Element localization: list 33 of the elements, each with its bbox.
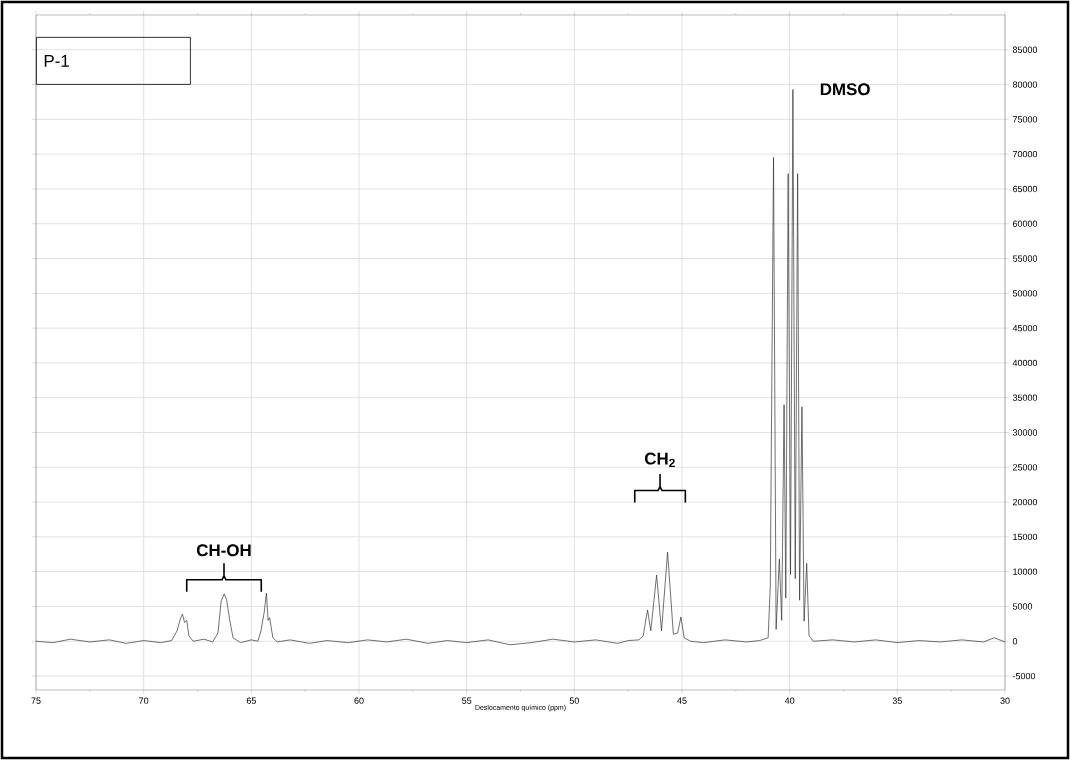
x-tick-label: 65: [246, 697, 256, 704]
x-tick-label: 50: [569, 697, 579, 704]
x-tick-label: 40: [784, 697, 795, 704]
y-tick-label: 85000: [1012, 46, 1038, 53]
x-tick-label: 45: [677, 697, 687, 704]
y-tick-label: 65000: [1012, 185, 1038, 193]
y-tick-label: 25000: [1012, 464, 1038, 471]
text: P-1: [44, 55, 69, 67]
y-tick-label: 50000: [1012, 290, 1038, 297]
y-tick-label: 40000: [1012, 359, 1038, 367]
x-tick-label: 70: [139, 697, 149, 704]
y-tick-label: 35000: [1012, 394, 1038, 401]
y-tick-label: 5000: [1012, 603, 1033, 610]
y-tick-label: 15000: [1013, 533, 1038, 541]
y-tick-label: 0: [1012, 638, 1018, 645]
x-tick-label: 75: [31, 697, 41, 704]
y-tick-label: 20000: [1012, 498, 1038, 506]
y-tick-label: 55000: [1012, 255, 1038, 262]
y-tick-label: 60000: [1012, 220, 1038, 227]
y-tick-label: 45000: [1012, 324, 1038, 332]
y-tick-label: 30000: [1012, 429, 1038, 436]
y-tick-label: 70000: [1012, 150, 1038, 158]
y-tick-label: 10000: [1013, 568, 1038, 575]
annotation: CH$_{2}$: [644, 452, 675, 468]
x-tick-label: 35: [892, 697, 902, 704]
y-tick-label: -5000: [1012, 672, 1036, 680]
x-tick-label: 60: [354, 697, 364, 704]
y-tick-label: 80000: [1012, 81, 1038, 88]
x-tick-label: 30: [1000, 697, 1010, 704]
x-tick-label: 55: [462, 697, 472, 704]
y-tick-label: 75000: [1012, 116, 1038, 123]
annotation: CH-OH: [196, 544, 251, 557]
annotation: DMSO: [820, 83, 870, 96]
